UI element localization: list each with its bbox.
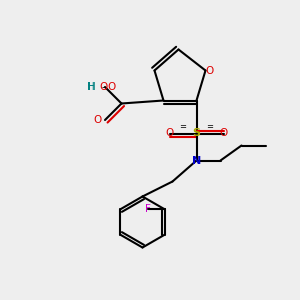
- Text: O: O: [99, 82, 108, 92]
- Text: H: H: [87, 82, 94, 92]
- Text: H: H: [88, 82, 95, 92]
- Text: S: S: [193, 128, 200, 139]
- Text: O: O: [219, 128, 228, 139]
- Text: O: O: [94, 115, 102, 125]
- Text: O: O: [107, 82, 115, 92]
- Text: N: N: [192, 155, 201, 166]
- Text: -: -: [102, 82, 105, 92]
- Text: =: =: [179, 122, 187, 131]
- Text: F: F: [145, 204, 151, 214]
- Text: O: O: [206, 65, 214, 76]
- Text: O: O: [165, 128, 174, 139]
- Text: =: =: [206, 122, 214, 131]
